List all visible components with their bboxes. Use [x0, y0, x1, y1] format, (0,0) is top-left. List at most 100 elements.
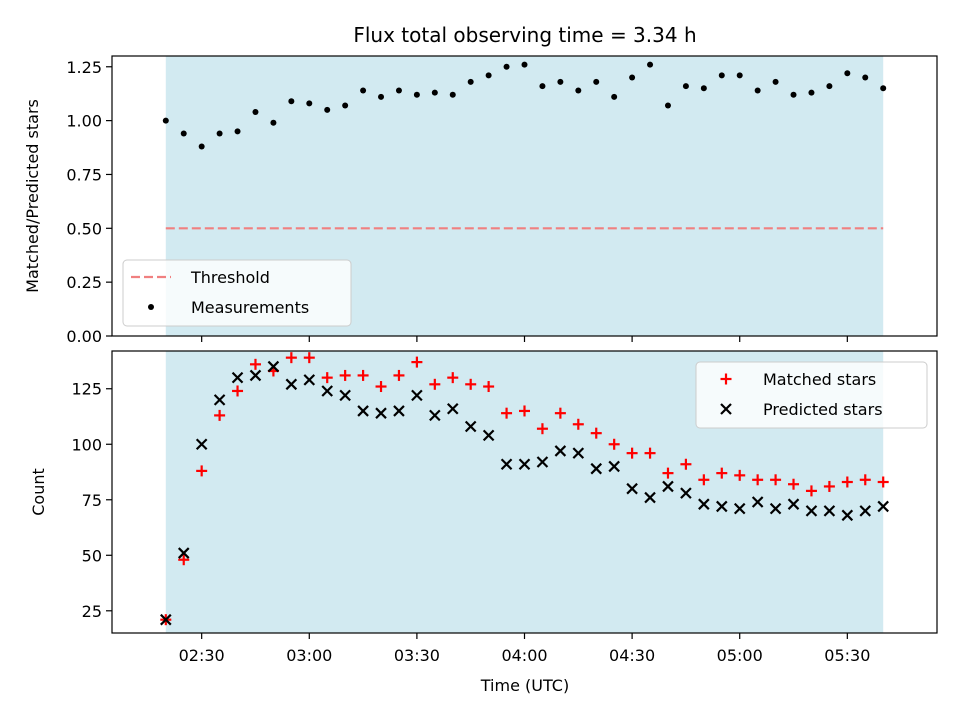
legend-threshold-label: Threshold [190, 268, 270, 287]
x-axis-label: Time (UTC) [480, 676, 569, 695]
matched-star-point [339, 369, 351, 381]
matched-star-point [536, 423, 548, 435]
x-tick-label: 02:30 [179, 646, 225, 665]
x-tick-label: 03:00 [286, 646, 332, 665]
legend-measurement-label: Measurements [191, 298, 309, 317]
matched-star-point [232, 385, 244, 397]
matched-star-point [644, 447, 656, 459]
legend-matched-swatch [720, 373, 732, 385]
matched-star-point [214, 409, 226, 421]
y-tick-label: 125 [71, 380, 102, 399]
measurement-point [772, 78, 779, 85]
predicted-star-point [859, 505, 872, 517]
y-tick-label: 50 [82, 546, 102, 565]
predicted-star-point [500, 458, 513, 471]
predicted-star-point [177, 547, 190, 559]
predicted-star-point [716, 500, 728, 513]
axes-frame [111, 350, 938, 634]
measurement-point [593, 78, 600, 85]
predicted-star-point [160, 613, 172, 626]
predicted-star-point [877, 500, 889, 513]
measurement-point [162, 117, 169, 124]
measurement-point [503, 63, 510, 70]
matched-star-point [608, 438, 620, 450]
measurement-point [557, 78, 564, 85]
matched-star-point [196, 465, 208, 477]
matched-star-point [716, 467, 728, 479]
x-tick-label: 05:00 [717, 646, 763, 665]
matched-star-point [698, 474, 710, 486]
predicted-star-point [339, 389, 351, 402]
predicted-star-point [464, 420, 477, 433]
top-y-axis-label: Matched/Predicted stars [23, 99, 42, 293]
measurement-point [467, 78, 474, 85]
predicted-star-point [393, 405, 405, 417]
measurement-point [324, 106, 331, 113]
predicted-star-point [841, 509, 854, 522]
measurement-point [180, 130, 187, 137]
y-tick-label: 25 [82, 602, 102, 621]
x-tick-label: 05:30 [824, 646, 870, 665]
matched-star-point [788, 478, 800, 490]
matched-star-point [680, 458, 692, 470]
matched-star-point [805, 485, 817, 497]
matched-star-point [411, 356, 423, 368]
matched-star-point [590, 427, 602, 439]
measurement-point [342, 102, 349, 109]
predicted-star-point [554, 445, 567, 457]
measurement-point [539, 83, 546, 90]
matched-star-point [447, 372, 459, 384]
chart-title: Flux total observing time = 3.34 h [353, 23, 696, 47]
predicted-star-point [769, 502, 782, 515]
measurement-point [826, 83, 833, 90]
measurement-point [808, 89, 815, 96]
measurement-point [485, 72, 492, 79]
measurement-point [270, 119, 277, 126]
measurement-point [306, 100, 313, 107]
measurement-point [629, 74, 636, 81]
matched-star-point [752, 474, 764, 486]
predicted-star-point [446, 402, 459, 415]
predicted-star-point [429, 409, 441, 422]
y-tick-label: 100 [71, 435, 102, 454]
predicted-star-point [751, 496, 764, 508]
predicted-star-point [698, 498, 710, 510]
x-tick-label: 04:30 [609, 646, 655, 665]
predicted-star-point [375, 407, 387, 419]
matched-star-point [303, 352, 315, 364]
y-tick-label: 0.25 [66, 273, 102, 292]
measurement-point [844, 70, 851, 77]
legend-box [122, 259, 352, 327]
predicted-star-point [644, 491, 656, 504]
measurement-point [790, 91, 797, 98]
predicted-star-point [680, 487, 692, 499]
legend-predicted-label: Predicted stars [763, 400, 883, 419]
measurement-point [862, 74, 869, 81]
measurement-point [575, 87, 582, 94]
y-tick-label: 0.75 [66, 165, 102, 184]
axes-frame [111, 55, 938, 337]
predicted-star-point [590, 462, 603, 475]
predicted-star-point [536, 456, 549, 468]
measurement-point [198, 143, 205, 150]
measurement-point [288, 98, 295, 105]
bottom-panel: 25 50 75 100 125 02:30 03:00 03:30 04:00 04:30 05:… [71, 350, 938, 665]
measurement-point [395, 87, 402, 94]
matched-star-point [465, 378, 477, 390]
predicted-star-point [608, 460, 620, 473]
predicted-star-point [303, 374, 316, 386]
measurement-point [682, 83, 689, 90]
predicted-star-point [321, 385, 333, 397]
matched-star-point [483, 381, 495, 393]
predicted-star-point [411, 389, 423, 402]
matched-star-point [734, 469, 746, 481]
matched-star-point [859, 474, 871, 486]
matched-star-point [178, 554, 190, 566]
legend: Threshold Measurements [122, 259, 352, 327]
predicted-star-point [787, 498, 800, 510]
matched-star-point [877, 476, 889, 488]
matched-star-point [770, 474, 782, 486]
legend-predicted-swatch [720, 403, 732, 415]
x-tick-label: 04:00 [501, 646, 547, 665]
